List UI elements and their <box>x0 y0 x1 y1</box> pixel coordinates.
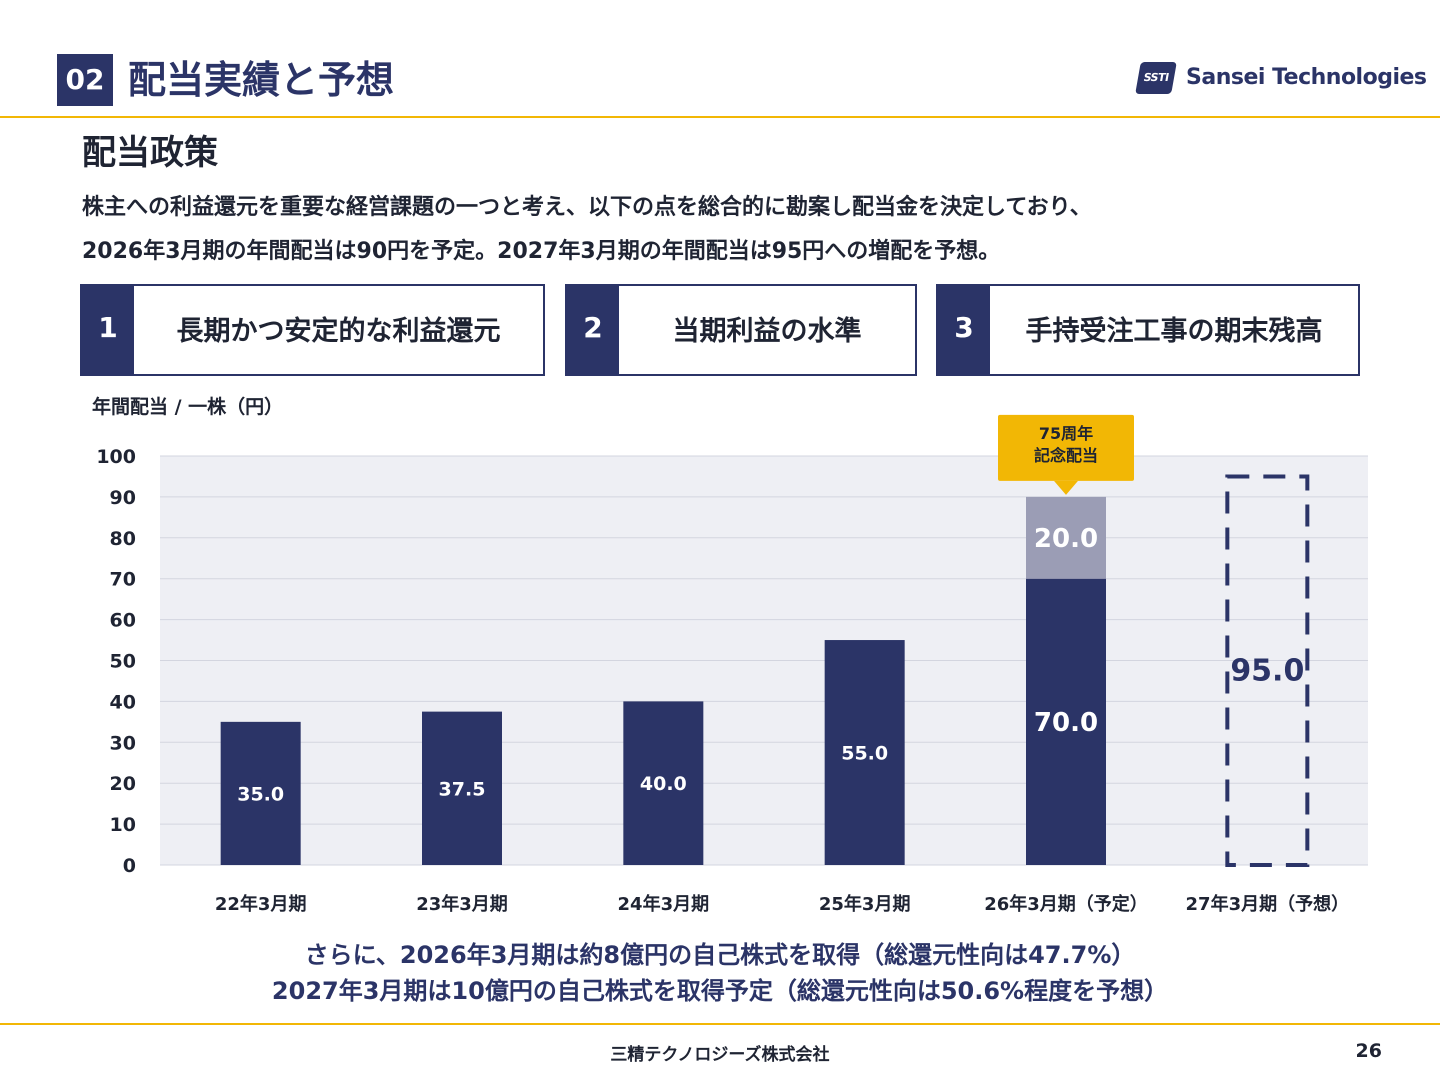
annotation-text: 75周年 <box>1039 424 1093 443</box>
x-tick-label: 25年3月期 <box>819 893 911 915</box>
bar <box>824 640 905 865</box>
bar <box>1026 578 1106 865</box>
logo-text: Sansei Technologies <box>1186 65 1427 90</box>
company-logo: SSTI Sansei Technologies <box>1135 60 1427 98</box>
section-title: 配当政策 <box>82 133 218 173</box>
policy-label: 手持受注工事の期末残高 <box>1025 316 1323 347</box>
body-line-2: 2026年3月期の年間配当は90円を予定。2027年3月期の年間配当は95円への… <box>82 239 1001 264</box>
y-tick-label: 30 <box>110 732 136 754</box>
policy-number: 3 <box>938 286 990 374</box>
policy-box-1: 1 長期かつ安定的な利益還元 <box>80 284 545 376</box>
data-label: 55.0 <box>841 743 888 765</box>
x-tick-label: 26年3月期（予定） <box>984 893 1148 915</box>
y-tick-label: 60 <box>110 610 136 632</box>
page-title: 配当実績と予想 <box>128 58 395 102</box>
bar-forecast <box>1225 474 1310 867</box>
section-number-badge: 02 <box>57 54 113 106</box>
y-tick-label: 100 <box>96 446 136 468</box>
data-label: 35.0 <box>237 783 284 805</box>
x-tick-label: 27年3月期（予想） <box>1186 893 1350 915</box>
page-number: 26 <box>1355 1040 1382 1062</box>
y-tick-label: 40 <box>110 691 136 713</box>
header-divider <box>0 116 1440 118</box>
policy-label: 当期利益の水準 <box>672 316 862 347</box>
footer-divider <box>0 1023 1440 1025</box>
data-label: 37.5 <box>439 778 486 800</box>
y-tick-label: 10 <box>110 814 136 836</box>
policy-box-3: 3 手持受注工事の期末残高 <box>936 284 1360 376</box>
footer-company-name: 三精テクノロジーズ株式会社 <box>610 1045 830 1065</box>
annotation-pointer <box>1054 480 1078 495</box>
bar <box>1026 496 1106 579</box>
y-tick-label: 50 <box>110 651 136 673</box>
annotation-text: 記念配当 <box>1034 446 1098 465</box>
y-tick-label: 70 <box>110 569 136 591</box>
policy-number: 1 <box>82 286 134 374</box>
y-tick-label: 90 <box>110 487 136 509</box>
bar <box>220 721 301 865</box>
policy-label: 長期かつ安定的な利益還元 <box>176 316 501 347</box>
footnote-line-2: 2027年3月期は10億円の自己株式を取得予定（総還元性向は50.6%程度を予想… <box>271 977 1169 1005</box>
policy-box-2: 2 当期利益の水準 <box>565 284 917 376</box>
y-tick-label: 0 <box>123 855 136 877</box>
x-tick-label: 23年3月期 <box>416 893 508 915</box>
body-line-1: 株主への利益還元を重要な経営課題の一つと考え、以下の点を総合的に勘案し配当金を決… <box>82 195 1092 220</box>
data-label: 70.0 <box>1034 708 1098 738</box>
data-label: 40.0 <box>640 773 687 795</box>
y-axis-unit-label: 年間配当 / 一株（円） <box>92 396 284 418</box>
data-label: 20.0 <box>1034 524 1098 554</box>
bar <box>422 711 502 865</box>
y-tick-label: 80 <box>110 528 136 550</box>
x-tick-label: 22年3月期 <box>215 893 307 915</box>
bar <box>623 701 704 865</box>
y-tick-label: 20 <box>110 773 136 795</box>
annotation-box <box>998 414 1134 481</box>
policy-number: 2 <box>567 286 619 374</box>
x-tick-label: 24年3月期 <box>618 893 710 915</box>
footnote-line-1: さらに、2026年3月期は約8億円の自己株式を取得（総還元性向は47.7%） <box>304 941 1136 969</box>
data-label: 95.0 <box>1230 653 1304 688</box>
